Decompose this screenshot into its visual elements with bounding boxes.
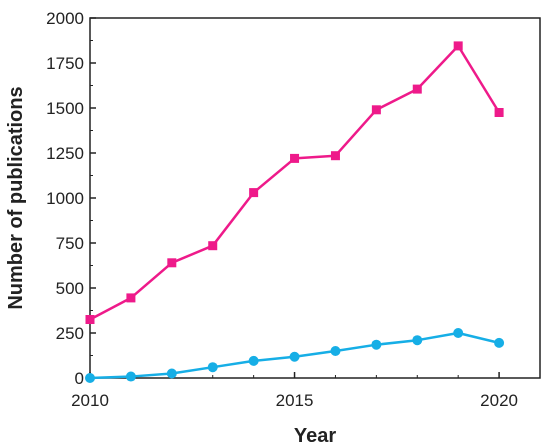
- data-point-square: [126, 293, 136, 303]
- data-point-circle: [207, 362, 218, 373]
- data-point-circle: [453, 328, 464, 338]
- data-point-square: [371, 105, 381, 115]
- y-tick-label: 1500: [46, 99, 84, 118]
- data-point-square: [208, 241, 218, 251]
- data-point-circle: [125, 371, 136, 382]
- y-axis: 0 250 500 750 1000 1250 1500 1750 2000: [46, 9, 96, 388]
- y-tick-label: 750: [56, 234, 84, 253]
- y-tick-label: 1750: [46, 54, 84, 73]
- y-tick-label: 1000: [46, 189, 84, 208]
- x-tick-label: 2020: [480, 391, 518, 410]
- data-point-square: [85, 315, 95, 324]
- data-point-square: [412, 84, 422, 94]
- y-tick-label: 250: [56, 324, 84, 343]
- data-point-circle: [371, 339, 382, 350]
- plot-frame: [89, 17, 541, 379]
- series-line: [89, 44, 501, 321]
- y-tick-label: 0: [75, 369, 84, 388]
- data-point-circle: [330, 346, 341, 356]
- data-point-circle: [494, 337, 505, 348]
- x-axis: 2010 2015 2020: [71, 372, 541, 410]
- x-tick-label: 2010: [71, 391, 109, 410]
- data-point-circle: [289, 351, 300, 362]
- y-tick-label: 500: [56, 279, 84, 298]
- data-point-circle: [248, 355, 259, 366]
- data-point-square: [453, 41, 463, 51]
- data-point-circle: [85, 373, 95, 383]
- data-point-square: [249, 188, 259, 198]
- data-point-circle: [166, 368, 177, 379]
- y-tick-label: 1250: [46, 144, 84, 163]
- x-axis-title: Year: [294, 425, 336, 447]
- series-2: [85, 328, 505, 383]
- data-point-square: [330, 151, 340, 161]
- data-point-square: [290, 153, 300, 163]
- data-point-square: [494, 108, 504, 117]
- data-point-square: [167, 258, 177, 268]
- series-layer: [85, 41, 505, 383]
- y-axis-title: Number of publications: [5, 86, 27, 309]
- x-tick-label: 2015: [276, 391, 314, 410]
- data-point-circle: [412, 335, 423, 346]
- series-1: [85, 41, 504, 324]
- y-tick-label: 2000: [46, 9, 84, 28]
